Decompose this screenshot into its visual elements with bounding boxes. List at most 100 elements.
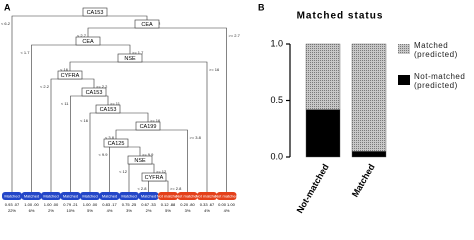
tree-node bbox=[117, 53, 143, 63]
split-label: >= 2.8 bbox=[170, 186, 182, 191]
node-label: CA153 bbox=[86, 90, 103, 96]
leaf-pct: 10% bbox=[66, 208, 74, 213]
leaf-node bbox=[80, 192, 100, 200]
tree-edge bbox=[148, 129, 188, 192]
leaf-node bbox=[138, 192, 159, 200]
tree-node bbox=[82, 7, 108, 17]
node-label: CA125 bbox=[108, 141, 125, 147]
split-label: >= 16 bbox=[209, 67, 220, 72]
split-label: < 2.7 bbox=[77, 33, 87, 38]
y-tick-label: 1.0 bbox=[270, 38, 283, 48]
tree-node bbox=[57, 70, 83, 80]
tree-node bbox=[81, 87, 107, 97]
tree-edge bbox=[69, 61, 130, 71]
leaf-pct: 3% bbox=[126, 208, 132, 213]
leaf-prob: 0.93 .07 bbox=[5, 202, 20, 207]
tree-edge bbox=[116, 146, 141, 156]
leaf-label: Not matched bbox=[196, 194, 219, 199]
leaf-label: Matched bbox=[43, 194, 58, 199]
split-label: < 6.2 bbox=[1, 21, 11, 26]
x-tick-label: Not-matched bbox=[295, 162, 331, 215]
leaf-prob: 0.20 .80 bbox=[180, 202, 195, 207]
leaf-node bbox=[60, 192, 81, 200]
node-label: CEA bbox=[82, 39, 94, 45]
node-label: CYFRA bbox=[61, 73, 80, 79]
leaf-label: Matched bbox=[24, 194, 39, 199]
split-label: >= 11 bbox=[110, 101, 121, 106]
split-label: >= 1.7 bbox=[132, 50, 144, 55]
leaf-label: Matched bbox=[63, 194, 78, 199]
legend-entry: Matched (predicted) bbox=[414, 41, 458, 59]
leaf-pct: 4% bbox=[107, 208, 113, 213]
leaf-pct: 22% bbox=[8, 208, 16, 213]
tree-node bbox=[75, 36, 101, 46]
leaf-node bbox=[21, 192, 42, 200]
node-label: NSE bbox=[124, 56, 136, 62]
leaf-prob: 1.00 .00 bbox=[44, 202, 59, 207]
node-label: CA153 bbox=[87, 10, 104, 16]
leaf-prob: 0.75 .25 bbox=[122, 202, 137, 207]
split-label: < 1.7 bbox=[20, 50, 30, 55]
tree-edge bbox=[31, 44, 88, 192]
tree-edge bbox=[154, 180, 169, 192]
figure: A B Matched status < 6.2>= 6.2< 2.7>= 2.… bbox=[1, 2, 410, 215]
y-tick-label: 0.5 bbox=[270, 95, 283, 105]
split-label: >= 9.9 bbox=[142, 152, 154, 157]
tree-edge bbox=[115, 129, 148, 139]
leaf-pct: 5% bbox=[87, 208, 93, 213]
leaf-pct: 4% bbox=[224, 208, 230, 213]
tree-edge bbox=[11, 15, 95, 192]
leaf-prob: 0.67 .33 bbox=[141, 202, 156, 207]
panel-label: A bbox=[4, 2, 11, 12]
node-label: NSE bbox=[134, 158, 146, 164]
bar-segment bbox=[351, 151, 387, 158]
tree-edge bbox=[87, 27, 147, 37]
tree-edge bbox=[130, 61, 208, 192]
x-tick-label: Matched bbox=[350, 162, 377, 199]
leaf-node bbox=[216, 192, 237, 200]
tree-node bbox=[127, 155, 153, 165]
tree-edge bbox=[109, 146, 116, 192]
leaf-prob: 0.33 .67 bbox=[200, 202, 215, 207]
split-label: < 16 bbox=[80, 118, 89, 123]
split-label: < 12 bbox=[119, 169, 128, 174]
split-label: >= 16 bbox=[150, 118, 161, 123]
leaf-prob: 0.79 .21 bbox=[63, 202, 78, 207]
leaf-node bbox=[158, 192, 178, 200]
leaf-node bbox=[99, 192, 120, 200]
tree-node bbox=[141, 172, 167, 182]
leaf-node bbox=[197, 192, 217, 200]
tree-node bbox=[95, 104, 121, 114]
leaf-node bbox=[41, 192, 61, 200]
tree-edge bbox=[70, 78, 95, 88]
leaf-prob: 0.83 .17 bbox=[102, 202, 117, 207]
node-label: CA153 bbox=[100, 107, 117, 113]
split-label: >= 12 bbox=[156, 169, 167, 174]
bar-segment bbox=[305, 109, 341, 158]
leaf-prob: 1.00 .00 bbox=[83, 202, 98, 207]
split-label: >= 2.7 bbox=[229, 33, 241, 38]
panel-label: B bbox=[258, 2, 265, 12]
tree-edge bbox=[94, 95, 109, 105]
tree-edge bbox=[95, 15, 148, 20]
page: A B Matched status < 6.2>= 6.2< 2.7>= 2.… bbox=[0, 2, 466, 215]
legend-entry: Not-matched (predicted) bbox=[414, 72, 466, 90]
node-label: CEA bbox=[141, 22, 153, 28]
split-label: < 2.8 bbox=[137, 186, 147, 191]
tree-edge bbox=[70, 95, 94, 192]
tree-edge bbox=[88, 44, 131, 54]
y-tick-label: 0.0 bbox=[270, 151, 283, 161]
leaf-pct: 3% bbox=[185, 208, 191, 213]
tree-node bbox=[103, 138, 129, 148]
leaf-pct: 5% bbox=[165, 208, 171, 213]
leaf-label: Matched bbox=[141, 194, 156, 199]
node-label: CYFRA bbox=[145, 175, 164, 181]
leaf-pct: 4% bbox=[204, 208, 210, 213]
leaf-label: Matched bbox=[121, 194, 136, 199]
leaf-pct: 2% bbox=[146, 208, 152, 213]
legend-swatch bbox=[398, 44, 410, 54]
bar-segment bbox=[351, 43, 387, 152]
split-label: < 3.8 bbox=[105, 135, 115, 140]
leaf-pct: 2% bbox=[48, 208, 54, 213]
leaf-prob: 0.12 .88 bbox=[161, 202, 176, 207]
